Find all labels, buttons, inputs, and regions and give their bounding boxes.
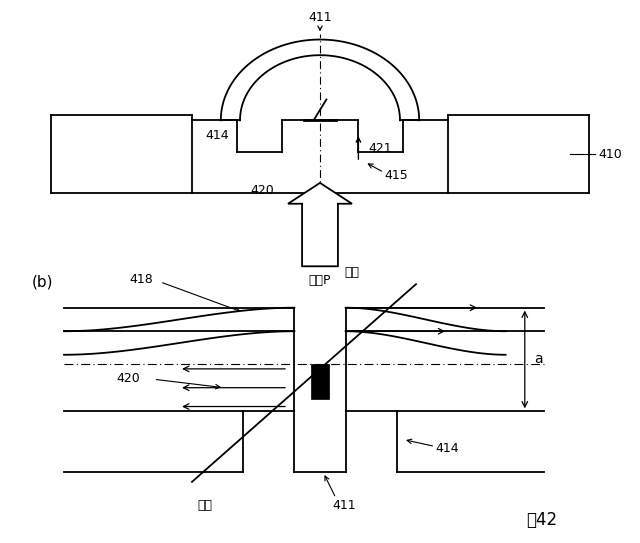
Text: 414: 414 <box>435 443 459 456</box>
Text: 圧力P: 圧力P <box>308 274 332 287</box>
Text: 411: 411 <box>333 499 356 512</box>
Text: 図42: 図42 <box>525 511 557 529</box>
Text: 418: 418 <box>129 273 153 286</box>
Text: 421: 421 <box>368 142 392 155</box>
Bar <box>311 364 329 400</box>
Text: 410: 410 <box>598 148 622 161</box>
Text: 411: 411 <box>308 11 332 24</box>
Text: 414: 414 <box>206 129 229 142</box>
Text: 420: 420 <box>116 372 140 385</box>
Text: 引張: 引張 <box>344 266 360 279</box>
Text: 420: 420 <box>250 184 275 197</box>
Text: 圧縮: 圧縮 <box>197 499 212 512</box>
Text: 415: 415 <box>384 168 408 181</box>
Text: a: a <box>534 352 543 367</box>
Text: (b): (b) <box>32 275 54 290</box>
Polygon shape <box>288 183 352 266</box>
